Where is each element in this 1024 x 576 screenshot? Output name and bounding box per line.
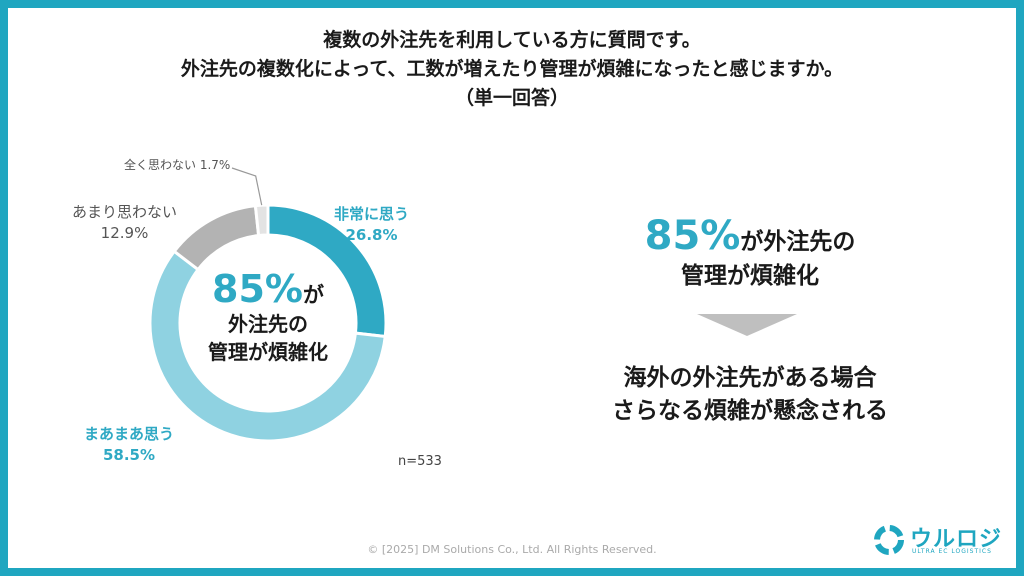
conclusion-line-2: さらなる煩雑が懸念される (612, 398, 888, 424)
down-arrow-icon (697, 314, 797, 336)
summary-suffix: が外注先の (740, 229, 856, 255)
label-very-much-category: 非常に思う (334, 205, 410, 223)
copyright-footer: © [2025] DM Solutions Co., Ltd. All Righ… (367, 543, 657, 556)
donut-center-text: 85%が 外注先の 管理が煩雑化 (168, 268, 368, 366)
label-not-much-category: あまり思わない (72, 203, 178, 221)
logo-mark-icon (874, 525, 904, 555)
center-line-1: 外注先の (228, 312, 308, 336)
conclusion-line-1: 海外の外注先がある場合 (623, 365, 877, 391)
summary-headline: 85%が外注先の 管理が煩雑化 (560, 214, 940, 293)
conclusion-text: 海外の外注先がある場合 さらなる煩雑が懸念される (560, 362, 940, 428)
label-not-much: あまり思わない 12.9% (72, 202, 177, 244)
label-very-much: 非常に思う 26.8% (334, 204, 409, 246)
label-somewhat-category: まあまあ思う (84, 425, 175, 443)
logo-wordmark: ウルロジ (910, 527, 1003, 552)
label-not-much-value: 12.9% (100, 224, 149, 242)
slide-title: 複数の外注先を利用している方に質問です。 外注先の複数化によって、工数が増えたり… (0, 26, 1024, 113)
center-suffix: が (302, 283, 324, 307)
center-line-2: 管理が煩雑化 (208, 340, 328, 364)
summary-big-percent: 85% (644, 213, 741, 259)
label-not-at-all-category: 全く思わない (124, 158, 197, 172)
label-somewhat-value: 58.5% (102, 446, 156, 464)
slice-not-at-all (253, 203, 270, 238)
sample-size-label: n=533 (398, 454, 442, 469)
title-line-1: 複数の外注先を利用している方に質問です。 (323, 29, 701, 51)
leader-line-not-at-all (231, 167, 263, 206)
company-logo: ウルロジ ULTRA EC LOGISTICS (872, 519, 1002, 561)
logo-subtitle: ULTRA EC LOGISTICS (912, 548, 992, 555)
label-very-much-value: 26.8% (345, 226, 398, 244)
label-not-at-all: 全く思わない 1.7% (124, 155, 230, 176)
slice-somewhat (148, 249, 387, 443)
center-big-percent: 85% (212, 267, 303, 311)
label-somewhat: まあまあ思う 58.5% (84, 424, 174, 466)
title-line-2: 外注先の複数化によって、工数が増えたり管理が煩雑になったと感じますか。 (180, 58, 844, 80)
label-not-at-all-value: 1.7% (199, 158, 231, 172)
slice-not-much (172, 204, 261, 272)
title-line-3: （単一回答） (454, 87, 569, 109)
summary-line-2: 管理が煩雑化 (681, 263, 819, 289)
